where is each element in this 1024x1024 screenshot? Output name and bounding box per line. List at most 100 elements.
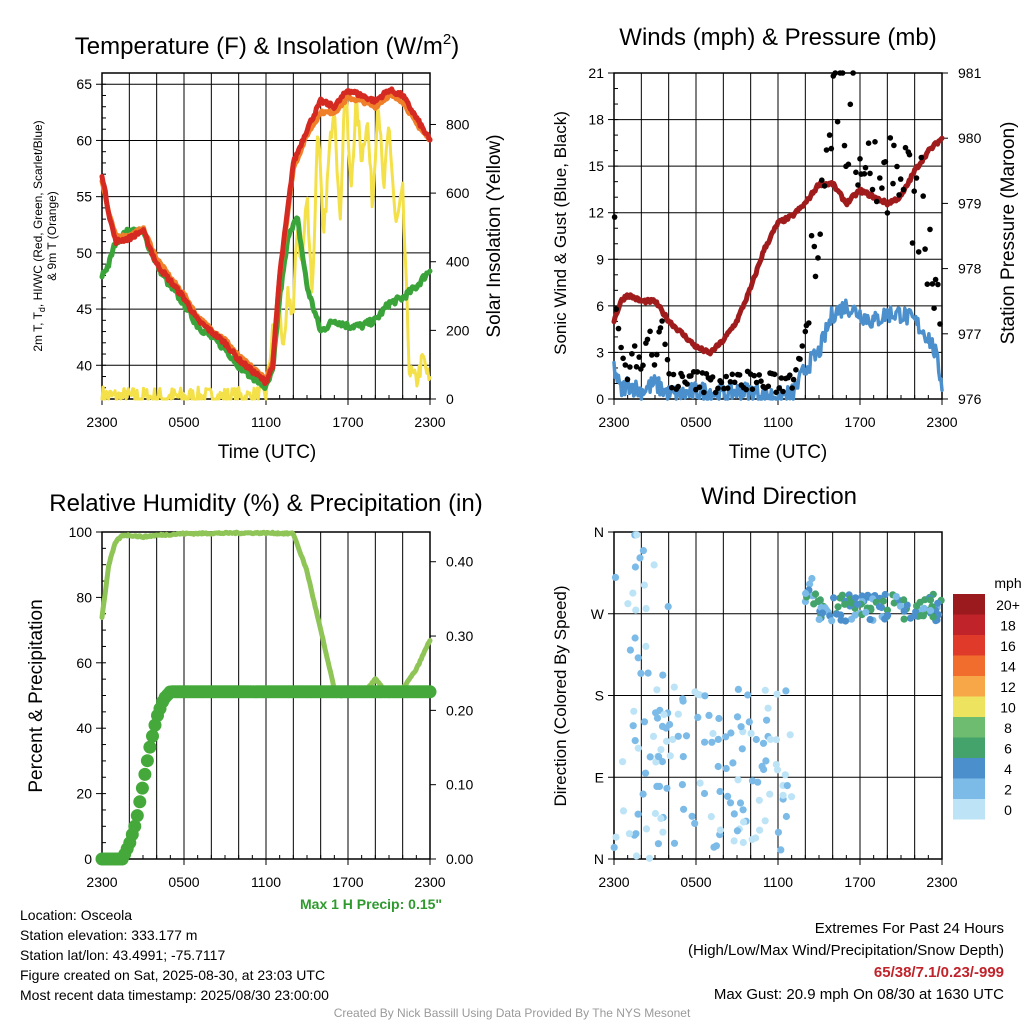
direction-point (669, 735, 677, 744)
direction-point (630, 707, 638, 715)
direction-point (773, 690, 781, 698)
direction-point (726, 799, 735, 807)
y-right-tick-label: 977 (958, 326, 982, 342)
gust-point (865, 140, 872, 146)
gust-point (790, 376, 797, 383)
y-tick-label: 100 (69, 524, 93, 540)
direction-point (920, 604, 928, 612)
x-tick-label: 1100 (763, 874, 793, 890)
direction-point (659, 671, 667, 679)
temp-title: Temperature (F) & Insolation (W/m2) (75, 31, 459, 60)
legend-label: 4 (1004, 761, 1012, 777)
direction-point (709, 729, 717, 738)
gust-point (869, 186, 876, 193)
direction-point (729, 759, 737, 767)
x-tick-label: 0500 (680, 874, 711, 890)
y-right-tick-label: 980 (958, 130, 982, 146)
gust-point (640, 362, 646, 369)
direction-point (739, 806, 747, 814)
x-tick-label: 1700 (844, 874, 875, 890)
direction-point (875, 603, 884, 611)
y-right-tick-label: 0.40 (446, 554, 473, 570)
direction-point (773, 766, 782, 774)
gust-point (913, 175, 920, 181)
direction-point (903, 601, 911, 609)
y-tick-label: 3 (596, 344, 604, 360)
gust-point (882, 159, 889, 165)
direction-point (833, 610, 841, 618)
gust-point (701, 389, 707, 396)
direction-point (634, 810, 642, 818)
gust-point (884, 210, 891, 216)
gust-point (753, 379, 760, 386)
direction-point (640, 581, 649, 589)
y-tick-label: 40 (76, 357, 92, 373)
direction-point (691, 819, 699, 828)
direction-point (660, 710, 668, 719)
direction-point (650, 561, 658, 569)
direction-point (774, 828, 783, 836)
x-tick-label: 2300 (926, 874, 957, 890)
gust-point (670, 371, 677, 378)
gust-point (715, 385, 721, 392)
direction-point (759, 739, 768, 747)
gust-point (922, 246, 928, 252)
gust-point (823, 147, 830, 153)
gust-point (749, 386, 756, 393)
gust-point (935, 281, 941, 288)
direction-point (670, 683, 678, 691)
legend-label: 14 (1000, 659, 1016, 675)
y-right-tick-label: 0.30 (446, 628, 473, 644)
direction-point (730, 837, 738, 845)
gust-point (615, 325, 622, 332)
direction-point (756, 826, 764, 834)
direction-point (634, 654, 642, 662)
gust-point (624, 376, 631, 383)
direction-point (694, 713, 702, 722)
temp-ylabel: 2m T, Td, HI/WC (Red, Green, Scarlet/Blu… (31, 120, 59, 351)
direction-point (846, 598, 855, 607)
humidity-panel: 0 20 40 60 80 100 0.00 0.10 0.20 0.30 0.40 2300 0500… (69, 524, 474, 890)
gust-point (937, 321, 943, 327)
svg-text:2m T, Td, HI/WC (Red, Green, S: 2m T, Td, HI/WC (Red, Green, Scarlet/Blu… (31, 120, 47, 351)
gust-point (808, 232, 815, 239)
gust-point (723, 373, 729, 380)
pressure-line (611, 135, 945, 357)
legend-label: 16 (1000, 638, 1016, 654)
gust-point (751, 372, 757, 379)
gust-point (841, 142, 848, 149)
direction-point (714, 762, 722, 771)
direction-point (783, 782, 791, 790)
direction-title: Wind Direction (701, 483, 857, 510)
direction-point (629, 722, 637, 730)
direction-point (782, 812, 791, 821)
gust-point (611, 214, 618, 220)
direction-point (674, 710, 682, 718)
x-tick-label: 1100 (251, 414, 281, 430)
gust-point (731, 379, 738, 386)
legend-label: 10 (1000, 700, 1016, 716)
precip-point (130, 809, 144, 823)
direction-point (612, 833, 620, 841)
gust-point (633, 364, 640, 370)
direction-point (666, 752, 674, 760)
gust-point (906, 151, 913, 158)
direction-point (655, 782, 664, 791)
gust-point (649, 352, 655, 358)
direction-point (724, 792, 732, 801)
direction-point (649, 732, 658, 741)
direction-point (641, 769, 650, 777)
direction-point (926, 596, 935, 604)
gust-point (620, 355, 626, 362)
direction-point (884, 611, 892, 619)
direction-point (754, 778, 762, 786)
direction-point (739, 838, 747, 847)
precip-point (128, 819, 142, 833)
direction-point (744, 691, 752, 699)
direction-point (640, 718, 649, 726)
gust-point (664, 356, 671, 363)
gust-point (636, 354, 642, 360)
direction-point (764, 704, 772, 712)
direction-point (761, 817, 769, 825)
x-tick-label: 0500 (168, 874, 199, 890)
